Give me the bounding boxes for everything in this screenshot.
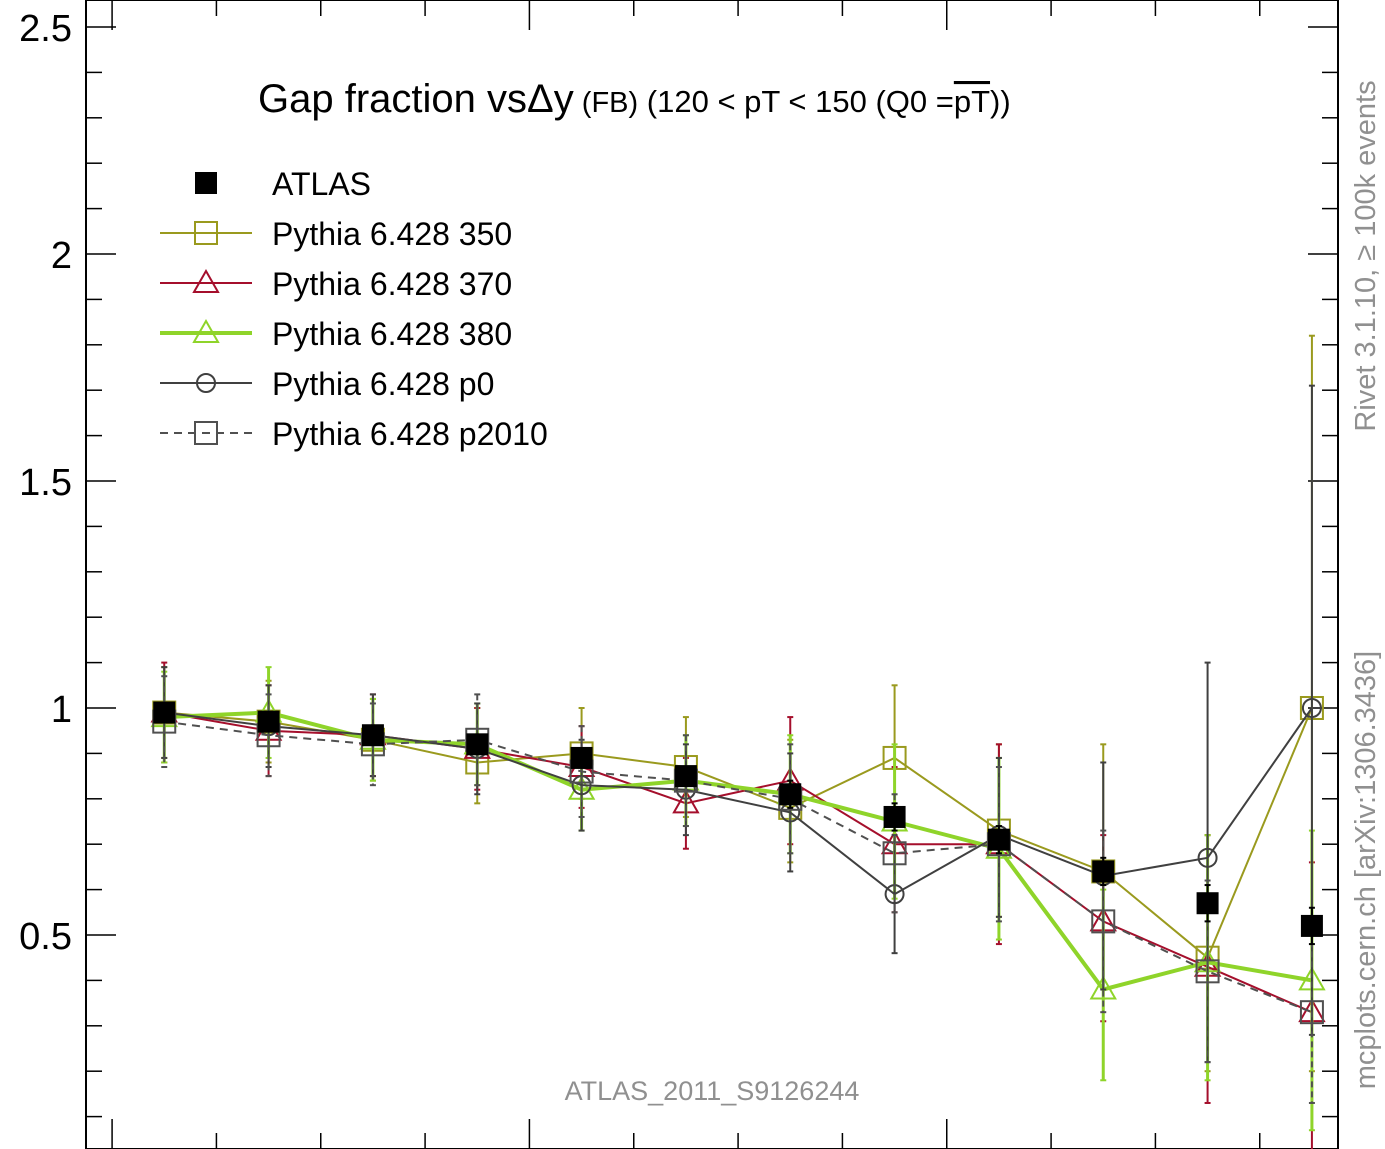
series-pythia-6-428-380 xyxy=(150,666,1326,1132)
legend-marker xyxy=(192,318,220,343)
y-tick-label: 1.5 xyxy=(19,462,72,504)
title-fb: (FB) xyxy=(574,87,638,119)
legend-marker xyxy=(196,373,216,393)
data-point xyxy=(1197,847,1218,868)
legend-label: Pythia 6.428 350 xyxy=(272,216,512,252)
legend-label: Pythia 6.428 p2010 xyxy=(272,416,548,452)
data-point xyxy=(674,765,697,788)
series-line xyxy=(164,711,1313,1014)
data-point xyxy=(361,724,384,747)
series-line xyxy=(164,707,1313,960)
series-line xyxy=(164,710,1313,992)
series-line xyxy=(164,720,1313,1014)
data-point xyxy=(779,783,802,806)
data-point xyxy=(1196,892,1219,915)
legend-label: Pythia 6.428 370 xyxy=(272,266,512,302)
y-tick-label: 1 xyxy=(51,689,72,731)
watermark: ATLAS_2011_S9126244 xyxy=(565,1076,860,1106)
plot-frame xyxy=(85,0,1339,1149)
data-point xyxy=(987,828,1010,851)
data-point xyxy=(1195,959,1220,984)
data-point xyxy=(570,746,593,769)
y-tick-labels: 0.5 1 1.5 2 2.5 xyxy=(19,8,72,958)
legend-label: Pythia 6.428 380 xyxy=(272,316,512,352)
legend-item: Pythia 6.428 380 xyxy=(160,316,512,352)
data-point xyxy=(1089,975,1117,1000)
legend-marker xyxy=(195,172,217,194)
chart-title: Gap fraction vsΔy (FB) (120 < pT < 150 (… xyxy=(258,77,1011,121)
data-point xyxy=(257,710,280,733)
legend-item: Pythia 6.428 350 xyxy=(160,216,512,252)
data-point xyxy=(883,805,906,828)
y-tick-label: 2 xyxy=(51,235,72,277)
legend-marker xyxy=(194,221,218,245)
data-point xyxy=(1092,860,1115,883)
title-pt-prefix: (120 < pT < 150 (Q0 = xyxy=(638,84,954,119)
axis-ticks xyxy=(86,0,1338,1149)
series-line xyxy=(164,707,1313,896)
side-label-top: Rivet 3.1.10, ≥ 100k events xyxy=(1350,80,1382,431)
title-pt-bar: pT xyxy=(954,84,990,119)
series-layer xyxy=(150,334,1326,1149)
legend-item: Pythia 6.428 370 xyxy=(160,266,512,302)
legend: ATLAS Pythia 6.428 350 Pythia 6.428 370 Pyt… xyxy=(160,166,548,452)
legend-label: Pythia 6.428 p0 xyxy=(272,366,494,402)
data-point xyxy=(1299,1000,1324,1025)
side-label-bottom: mcplots.cern.ch [arXiv:1306.3436] xyxy=(1350,651,1382,1089)
data-point xyxy=(466,733,489,756)
y-tick-label: 0.5 xyxy=(19,916,72,958)
series-atlas xyxy=(153,701,1323,946)
legend-item: ATLAS xyxy=(195,166,371,202)
data-point xyxy=(1091,909,1116,934)
data-point xyxy=(1300,914,1323,937)
data-point xyxy=(153,701,176,724)
y-tick-label: 2.5 xyxy=(19,8,72,50)
legend-label: ATLAS xyxy=(272,166,371,202)
series-pythia-6-428-p2010 xyxy=(152,675,1324,1104)
series-pythia-6-428-p0 xyxy=(154,384,1322,1064)
legend-item: Pythia 6.428 p2010 xyxy=(160,416,548,452)
legend-marker xyxy=(194,421,218,445)
data-point xyxy=(882,841,907,866)
title-main: Gap fraction vs xyxy=(258,77,527,121)
title-pt-suffix: )) xyxy=(990,84,1011,119)
title-delta-y: Δy xyxy=(527,77,574,121)
legend-marker xyxy=(192,268,220,293)
data-point xyxy=(1301,698,1322,718)
legend-item: Pythia 6.428 p0 xyxy=(160,366,494,402)
